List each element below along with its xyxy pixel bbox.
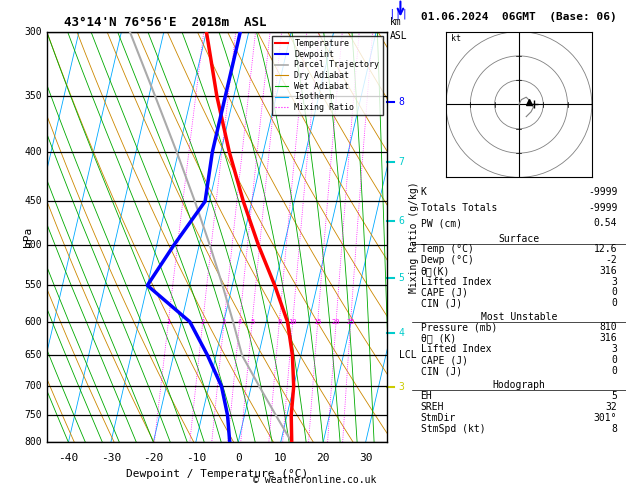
Text: Lifted Index: Lifted Index bbox=[421, 277, 491, 287]
Text: 301°: 301° bbox=[594, 413, 617, 423]
Text: 43°14'N 76°56'E  2018m  ASL: 43°14'N 76°56'E 2018m ASL bbox=[64, 16, 267, 29]
Text: 30: 30 bbox=[359, 452, 372, 463]
Text: 10: 10 bbox=[289, 319, 297, 325]
Text: 12.6: 12.6 bbox=[594, 244, 617, 255]
Text: 10: 10 bbox=[274, 452, 287, 463]
Text: EH: EH bbox=[421, 391, 432, 401]
Text: Surface: Surface bbox=[498, 234, 540, 243]
Text: 7: 7 bbox=[399, 157, 404, 167]
Text: LCL: LCL bbox=[399, 350, 416, 360]
Text: 0.54: 0.54 bbox=[594, 218, 617, 228]
Text: StmSpd (kt): StmSpd (kt) bbox=[421, 424, 485, 434]
Text: Lifted Index: Lifted Index bbox=[421, 344, 491, 354]
Text: PW (cm): PW (cm) bbox=[421, 218, 462, 228]
Text: 2: 2 bbox=[201, 319, 205, 325]
Text: CIN (J): CIN (J) bbox=[421, 298, 462, 308]
Text: CAPE (J): CAPE (J) bbox=[421, 355, 467, 365]
Text: θᴇ (K): θᴇ (K) bbox=[421, 333, 456, 344]
Text: Most Unstable: Most Unstable bbox=[481, 312, 557, 322]
Text: Hodograph: Hodograph bbox=[493, 380, 545, 390]
Text: 350: 350 bbox=[25, 91, 42, 101]
Text: 15: 15 bbox=[313, 319, 322, 325]
Text: ASL: ASL bbox=[390, 31, 408, 41]
Text: 01.06.2024  06GMT  (Base: 06): 01.06.2024 06GMT (Base: 06) bbox=[421, 12, 617, 22]
Text: |||: ||| bbox=[388, 9, 408, 19]
Text: 25: 25 bbox=[347, 319, 355, 325]
Text: 800: 800 bbox=[25, 437, 42, 447]
Text: -10: -10 bbox=[186, 452, 206, 463]
Text: 4: 4 bbox=[238, 319, 242, 325]
Text: -9999: -9999 bbox=[588, 188, 617, 197]
Text: 500: 500 bbox=[25, 241, 42, 250]
Text: 750: 750 bbox=[25, 410, 42, 420]
Text: 5: 5 bbox=[399, 273, 404, 283]
Text: 700: 700 bbox=[25, 382, 42, 391]
Text: Dewp (°C): Dewp (°C) bbox=[421, 255, 474, 265]
Text: 650: 650 bbox=[25, 350, 42, 360]
Text: θᴇ(K): θᴇ(K) bbox=[421, 266, 450, 276]
Text: 8: 8 bbox=[399, 97, 404, 107]
Text: 0: 0 bbox=[611, 366, 617, 376]
Text: Totals Totals: Totals Totals bbox=[421, 203, 497, 213]
Text: 316: 316 bbox=[599, 333, 617, 344]
Text: Mixing Ratio (g/kg): Mixing Ratio (g/kg) bbox=[409, 181, 419, 293]
Text: 32: 32 bbox=[606, 402, 617, 412]
Text: kt: kt bbox=[451, 35, 461, 43]
Text: 6: 6 bbox=[399, 216, 404, 226]
Text: 8: 8 bbox=[277, 319, 281, 325]
Text: -40: -40 bbox=[58, 452, 79, 463]
Text: 400: 400 bbox=[25, 147, 42, 157]
Text: -20: -20 bbox=[143, 452, 164, 463]
Text: CIN (J): CIN (J) bbox=[421, 366, 462, 376]
Text: 20: 20 bbox=[332, 319, 340, 325]
Text: 4: 4 bbox=[399, 328, 404, 338]
Text: © weatheronline.co.uk: © weatheronline.co.uk bbox=[253, 475, 376, 485]
Text: 0: 0 bbox=[611, 298, 617, 308]
Text: 0: 0 bbox=[235, 452, 242, 463]
Text: Dewpoint / Temperature (°C): Dewpoint / Temperature (°C) bbox=[126, 469, 308, 479]
Text: K: K bbox=[421, 188, 426, 197]
Text: SREH: SREH bbox=[421, 402, 444, 412]
Text: -2: -2 bbox=[606, 255, 617, 265]
Text: 316: 316 bbox=[599, 266, 617, 276]
Text: 3: 3 bbox=[611, 277, 617, 287]
Text: 3: 3 bbox=[222, 319, 226, 325]
Text: 3: 3 bbox=[399, 382, 404, 392]
Text: 5: 5 bbox=[250, 319, 254, 325]
Text: 550: 550 bbox=[25, 280, 42, 290]
Text: km: km bbox=[390, 17, 402, 27]
Legend: Temperature, Dewpoint, Parcel Trajectory, Dry Adiabat, Wet Adiabat, Isotherm, Mi: Temperature, Dewpoint, Parcel Trajectory… bbox=[272, 36, 382, 115]
Text: 1: 1 bbox=[166, 319, 170, 325]
Text: StmDir: StmDir bbox=[421, 413, 456, 423]
Text: 450: 450 bbox=[25, 196, 42, 207]
Text: 0: 0 bbox=[611, 287, 617, 297]
Text: 3: 3 bbox=[611, 344, 617, 354]
Text: -30: -30 bbox=[101, 452, 121, 463]
Text: hPa: hPa bbox=[23, 227, 33, 247]
Text: 300: 300 bbox=[25, 27, 42, 36]
Text: 810: 810 bbox=[599, 322, 617, 332]
Text: -9999: -9999 bbox=[588, 203, 617, 213]
Text: 20: 20 bbox=[316, 452, 330, 463]
Text: 0: 0 bbox=[611, 355, 617, 365]
Text: Pressure (mb): Pressure (mb) bbox=[421, 322, 497, 332]
Text: 600: 600 bbox=[25, 317, 42, 327]
Text: Temp (°C): Temp (°C) bbox=[421, 244, 474, 255]
Text: CAPE (J): CAPE (J) bbox=[421, 287, 467, 297]
Text: 5: 5 bbox=[611, 391, 617, 401]
Text: 8: 8 bbox=[611, 424, 617, 434]
